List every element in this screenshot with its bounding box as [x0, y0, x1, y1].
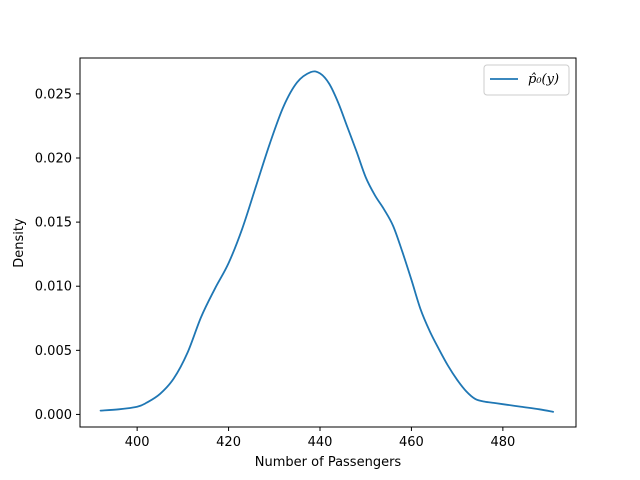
legend-box [483, 64, 570, 96]
x-tick-label: 400 [125, 435, 150, 450]
plot-frame [79, 57, 577, 428]
x-tick-label: 460 [399, 435, 424, 450]
plot-area [80, 58, 576, 427]
y-axis-label: Density [12, 218, 27, 268]
legend: p̂₀(y) [483, 64, 570, 96]
y-tick-label: 0.015 [35, 216, 72, 231]
x-tick-label: 480 [490, 435, 515, 450]
x-axis-label: Number of Passengers [255, 455, 402, 470]
y-tick-label: 0.005 [35, 344, 72, 359]
y-axis-ticks: 0.000 0.005 0.010 0.015 0.020 0.025 [35, 87, 80, 423]
x-tick-label: 420 [216, 435, 241, 450]
legend-label: p̂₀(y) [528, 72, 559, 87]
density-curve [99, 70, 555, 413]
y-tick-label: 0.020 [35, 152, 72, 167]
y-tick-label: 0.010 [35, 280, 72, 295]
x-tick-label: 440 [308, 435, 333, 450]
y-tick-label: 0.000 [35, 408, 72, 423]
y-tick-label: 0.025 [35, 87, 72, 102]
x-axis-ticks: 400 420 440 460 480 [125, 427, 515, 450]
